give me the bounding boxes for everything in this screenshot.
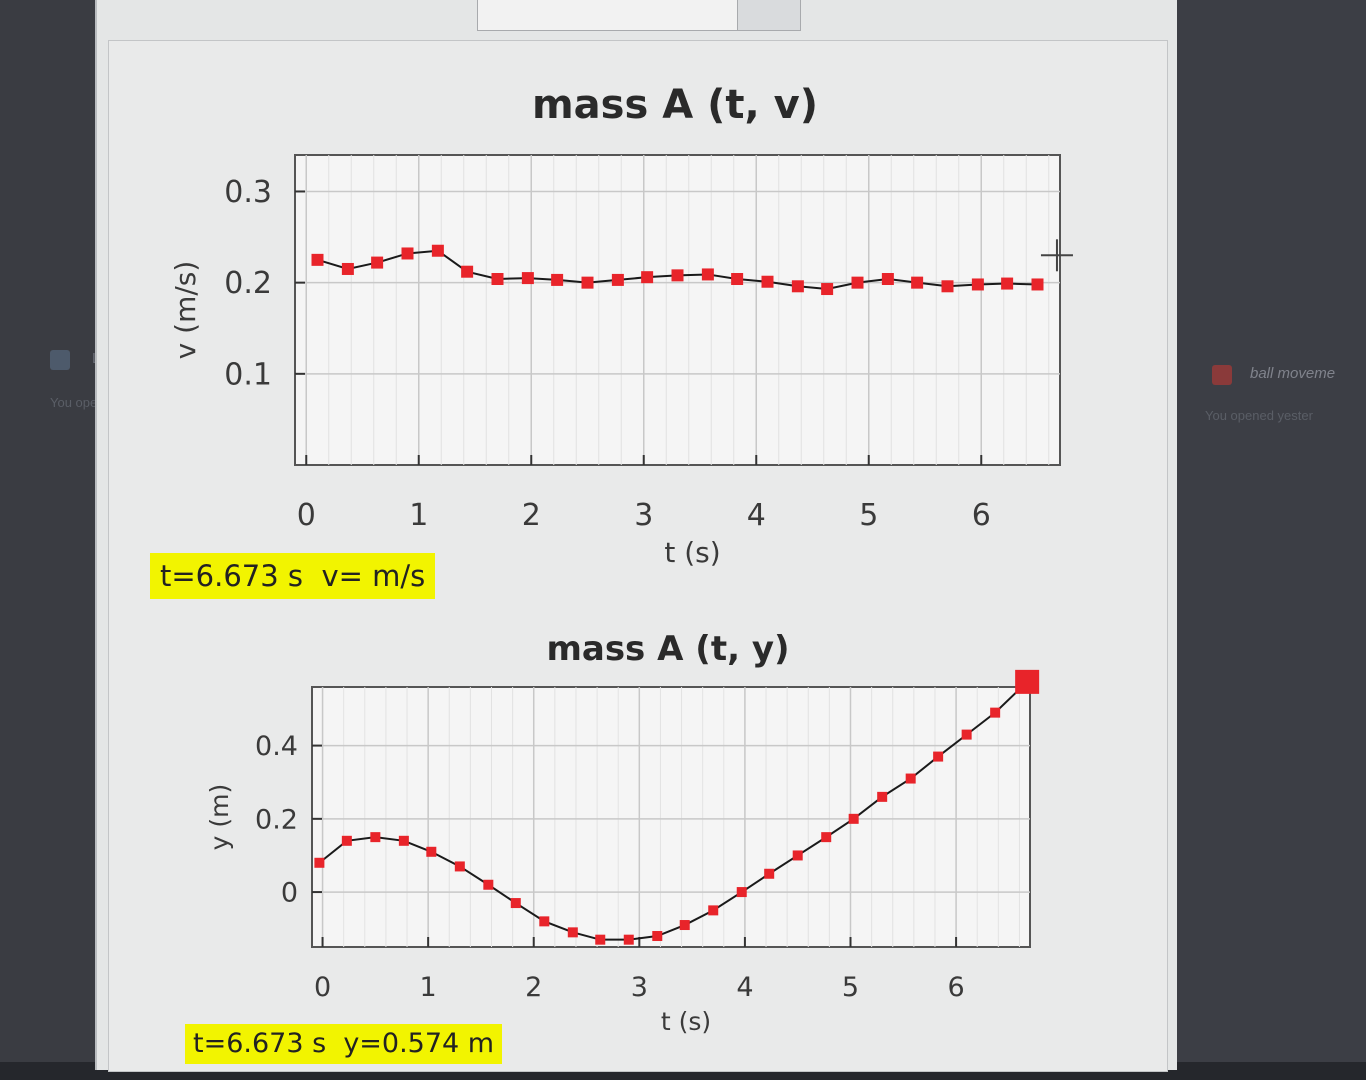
position-readout: t=6.673 s y=0.574 m [185, 1024, 503, 1064]
data-point [611, 273, 624, 286]
y-tick-label: 0.2 [224, 266, 272, 301]
data-point [370, 832, 381, 843]
data-point [341, 262, 354, 275]
data-point [905, 773, 916, 784]
data-point [791, 280, 804, 293]
background-recent-item-meta: You ope [50, 395, 98, 410]
data-point [881, 273, 894, 285]
y-tick-label: 0.4 [255, 731, 298, 762]
data-point [539, 916, 550, 927]
data-point [701, 268, 714, 281]
data-point [731, 273, 744, 285]
data-point [398, 835, 409, 846]
document-icon [50, 350, 70, 370]
dropdown-button[interactable] [737, 0, 800, 30]
x-tick-label: 6 [947, 972, 964, 1003]
x-tick-label: 2 [522, 498, 541, 533]
x-axis-label: t (s) [661, 1007, 711, 1036]
x-tick-label: 5 [859, 498, 878, 533]
x-tick-label: 0 [314, 972, 331, 1003]
data-point [371, 256, 384, 269]
data-point [581, 276, 594, 289]
data-point [567, 927, 578, 938]
data-point [821, 832, 832, 843]
y-axis-label: v (m/s) [169, 261, 202, 360]
x-tick-label: 6 [972, 498, 991, 533]
data-point [764, 868, 775, 879]
data-point [311, 253, 324, 266]
plot-area [311, 686, 1031, 948]
data-point [431, 244, 444, 257]
data-point [521, 272, 534, 285]
data-point [510, 898, 521, 909]
data-point [641, 271, 654, 284]
chart-title: mass A (t, y) [546, 629, 789, 669]
y-tick-label: 0 [281, 878, 298, 909]
data-point [961, 729, 972, 740]
y-tick-label: 0.1 [224, 357, 272, 392]
data-point [401, 247, 414, 260]
y-tick-label: 0.3 [224, 175, 272, 210]
x-tick-label: 1 [409, 498, 428, 533]
data-point [1001, 277, 1014, 290]
x-tick-label: 0 [297, 498, 316, 533]
data-point [911, 276, 924, 289]
data-point [708, 905, 719, 916]
y-axis-label: y (m) [205, 784, 234, 851]
x-tick-label: 1 [420, 972, 437, 1003]
background-recent-file[interactable]: ball moveme [1250, 365, 1336, 382]
x-tick-label: 5 [842, 972, 859, 1003]
data-point [623, 934, 634, 945]
data-point [551, 273, 564, 286]
data-point [851, 276, 864, 289]
data-point [461, 265, 474, 278]
file-icon [1212, 365, 1232, 385]
background-right-panel [1175, 0, 1366, 1080]
x-axis-label: t (s) [664, 536, 720, 569]
data-point [933, 751, 944, 762]
x-tick-label: 3 [634, 498, 653, 533]
y-tick-label: 0.2 [255, 804, 298, 835]
chart-title: mass A (t, v) [532, 82, 818, 128]
data-point [792, 850, 803, 861]
data-point [941, 280, 954, 293]
data-point [877, 791, 888, 802]
data-point [761, 275, 774, 288]
data-point [652, 931, 663, 942]
background-recent-file-meta: You opened yester [1205, 408, 1313, 423]
plot-area [294, 154, 1061, 466]
data-point [848, 813, 859, 824]
velocity-readout: t=6.673 s v= m/s [150, 553, 436, 599]
data-point [679, 920, 690, 931]
data-point [454, 861, 465, 872]
position-chart[interactable]: mass A (t, y) 0 1 2 3 4 5 6 0 0.2 0.4 t (s) y (m) [205, 629, 1040, 1036]
x-tick-label: 4 [736, 972, 753, 1003]
data-point [314, 857, 325, 868]
velocity-chart[interactable]: mass A (t, v) 0 1 2 3 4 5 6 0.1 0.2 0.3 t (s) v (m/s… [169, 82, 1073, 569]
data-point [1031, 278, 1044, 291]
data-point [971, 278, 984, 291]
data-point [736, 887, 747, 898]
data-point [491, 273, 504, 285]
data-point [671, 269, 684, 282]
data-point [483, 879, 494, 890]
x-tick-label: 4 [747, 498, 766, 533]
data-point [426, 846, 437, 857]
data-point [1015, 669, 1040, 694]
x-tick-label: 2 [525, 972, 542, 1003]
data-point [821, 283, 834, 296]
x-tick-label: 3 [631, 972, 648, 1003]
data-point [341, 835, 352, 846]
data-point [595, 934, 606, 945]
data-point [990, 707, 1001, 718]
